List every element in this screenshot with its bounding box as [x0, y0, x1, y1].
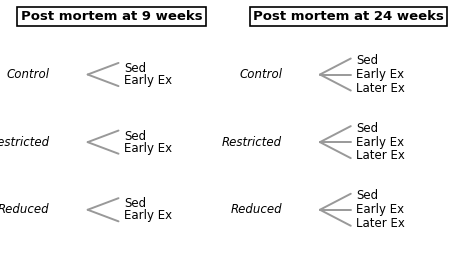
Text: Later Ex: Later Ex [356, 217, 405, 230]
Text: Early Ex: Early Ex [124, 142, 173, 155]
Text: Early Ex: Early Ex [356, 203, 405, 216]
Text: Sed: Sed [356, 122, 379, 135]
Text: Later Ex: Later Ex [356, 82, 405, 95]
Text: Early Ex: Early Ex [356, 136, 405, 149]
Text: Control: Control [239, 68, 282, 81]
Text: Sed: Sed [124, 62, 146, 75]
Text: Sed: Sed [124, 129, 146, 143]
Text: Early Ex: Early Ex [124, 209, 173, 222]
Text: Early Ex: Early Ex [124, 74, 173, 87]
Text: Restricted: Restricted [222, 136, 282, 149]
Text: Control: Control [7, 68, 50, 81]
Text: Restricted: Restricted [0, 136, 50, 149]
Text: Sed: Sed [356, 54, 379, 67]
Text: Reduced: Reduced [230, 203, 282, 216]
Text: Sed: Sed [124, 197, 146, 210]
Text: Later Ex: Later Ex [356, 149, 405, 163]
Text: Post mortem at 9 weeks: Post mortem at 9 weeks [20, 10, 202, 23]
Text: Post mortem at 24 weeks: Post mortem at 24 weeks [253, 10, 444, 23]
Text: Sed: Sed [356, 189, 379, 203]
Text: Early Ex: Early Ex [356, 68, 405, 81]
Text: Reduced: Reduced [0, 203, 50, 216]
